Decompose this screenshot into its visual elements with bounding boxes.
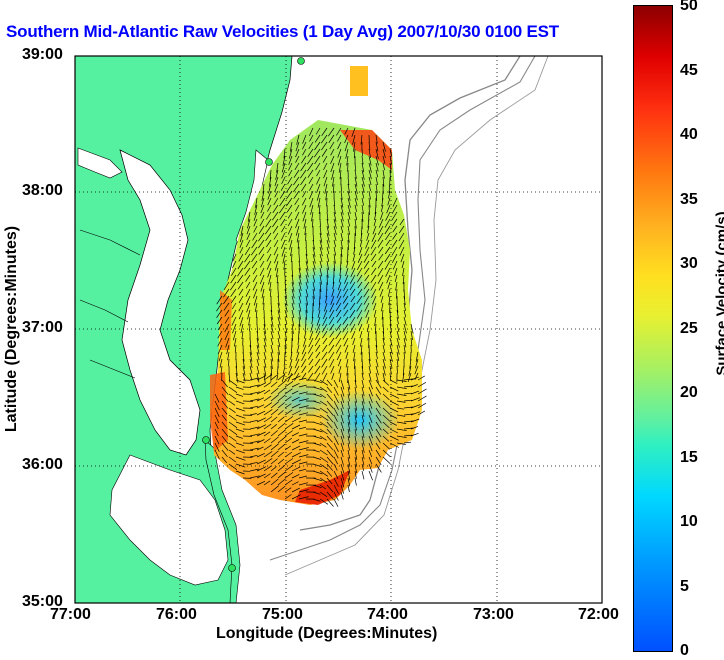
y-tick-label: 36:00 <box>22 456 63 474</box>
x-tick-label: 76:00 <box>156 606 197 624</box>
colorbar-tick: 25 <box>680 320 698 338</box>
x-axis-label: Longitude (Degrees:Minutes) <box>216 625 437 643</box>
colorbar-tick: 0 <box>680 642 689 660</box>
x-tick-label: 77:00 <box>50 606 91 624</box>
colorbar-tick: 45 <box>680 62 698 80</box>
velocity-arrow <box>320 219 321 227</box>
y-axis-label: Latitude (Degrees:Minutes) <box>3 219 21 439</box>
velocity-arrow <box>362 149 363 156</box>
low-velocity-patch <box>282 262 378 338</box>
velocity-arrow <box>397 366 398 374</box>
colorbar-tick: 15 <box>680 449 698 467</box>
colorbar-tick: 10 <box>680 513 698 531</box>
y-tick-label: 37:00 <box>22 319 63 337</box>
isolated-cell <box>350 66 368 96</box>
velocity-colorbar <box>633 5 673 652</box>
velocity-arrow <box>278 366 279 374</box>
radar-station-marker <box>298 58 305 65</box>
x-tick-label: 74:00 <box>367 606 408 624</box>
high-velocity-edge-4 <box>220 290 232 350</box>
colorbar-tick: 20 <box>680 384 698 402</box>
y-tick-label: 38:00 <box>22 182 63 200</box>
x-tick-label: 72:00 <box>578 606 619 624</box>
colorbar-label: Surface Velocity (cm/s) <box>714 184 724 404</box>
radar-station-marker <box>229 565 236 572</box>
radar-station-marker <box>203 437 210 444</box>
colorbar-tick: 35 <box>680 191 698 209</box>
colorbar-tick: 40 <box>680 126 698 144</box>
x-tick-label: 75:00 <box>262 606 303 624</box>
colorbar-tick: 30 <box>680 255 698 273</box>
radar-station-marker <box>266 159 273 166</box>
colorbar-tick: 50 <box>680 0 698 15</box>
velocity-arrow <box>341 184 342 191</box>
y-tick-label: 39:00 <box>22 46 63 64</box>
x-tick-label: 73:00 <box>473 606 514 624</box>
colorbar-tick: 5 <box>680 578 689 596</box>
low-velocity-patch-3 <box>266 380 334 420</box>
velocity-arrow <box>229 359 230 366</box>
velocity-arrow <box>250 324 251 331</box>
